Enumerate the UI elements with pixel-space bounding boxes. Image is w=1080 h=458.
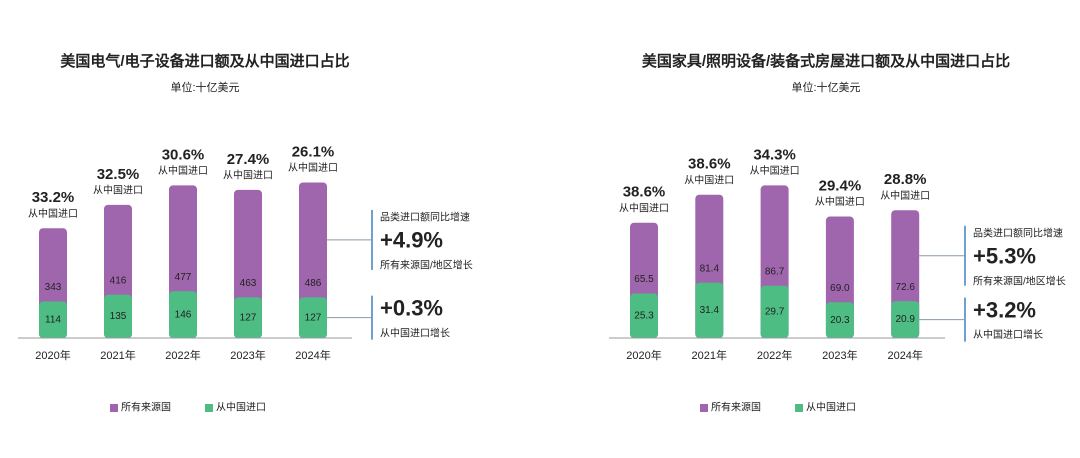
share-label: 33.2% — [32, 189, 75, 206]
legend-swatch — [205, 404, 213, 412]
x-tick-label: 2023年 — [230, 348, 265, 362]
legend-swatch — [795, 404, 803, 412]
share-label: 32.5% — [97, 166, 140, 183]
share-label: 28.8% — [884, 171, 927, 188]
value-label: 72.6 — [895, 282, 915, 293]
x-tick-label: 2022年 — [165, 348, 200, 362]
x-tick-label: 2024年 — [295, 348, 330, 362]
value-label: 69.0 — [830, 283, 850, 294]
share-caption: 从中国进口 — [28, 207, 78, 220]
growth-value: +5.3% — [973, 244, 1036, 269]
bar — [891, 301, 920, 338]
value-label: 463 — [240, 278, 257, 289]
share-label: 29.4% — [819, 178, 862, 195]
share-caption: 从中国进口 — [815, 195, 865, 208]
legend-label: 从中国进口 — [216, 401, 266, 414]
chart-title: 美国电气/电子设备进口额及从中国进口占比 — [60, 52, 349, 70]
value-label: 146 — [175, 309, 192, 320]
value-label: 135 — [110, 311, 127, 322]
share-caption: 从中国进口 — [158, 164, 208, 177]
x-tick-label: 2024年 — [887, 348, 922, 362]
x-tick-label: 2022年 — [757, 348, 792, 362]
value-label: 25.3 — [634, 310, 654, 321]
growth-caption: 从中国进口增长 — [380, 326, 450, 339]
share-label: 38.6% — [688, 156, 731, 173]
share-caption: 从中国进口 — [93, 184, 143, 197]
value-label: 343 — [45, 282, 62, 293]
value-label: 65.5 — [634, 274, 654, 285]
share-caption: 从中国进口 — [750, 164, 800, 177]
value-label: 81.4 — [700, 263, 720, 274]
share-caption: 从中国进口 — [619, 201, 669, 214]
share-caption: 从中国进口 — [223, 168, 273, 181]
value-label: 477 — [175, 272, 192, 283]
bar — [760, 285, 789, 338]
legend-label: 所有来源国 — [711, 401, 761, 414]
x-tick-label: 2020年 — [35, 348, 70, 362]
share-label: 26.1% — [292, 143, 335, 160]
legend-swatch — [700, 404, 708, 412]
bar — [234, 297, 262, 338]
growth-title: 品类进口额同比增速 — [973, 226, 1063, 239]
bar — [825, 302, 854, 338]
bar — [695, 282, 724, 338]
value-label: 127 — [240, 312, 257, 323]
x-tick-label: 2021年 — [100, 348, 135, 362]
growth-value: +3.2% — [973, 297, 1036, 322]
legend-swatch — [110, 404, 118, 412]
legend-label: 所有来源国 — [121, 401, 171, 414]
bar — [104, 294, 132, 338]
share-label: 27.4% — [227, 151, 270, 168]
value-label: 486 — [305, 278, 322, 289]
x-tick-label: 2023年 — [822, 348, 857, 362]
legend-label: 从中国进口 — [806, 401, 856, 414]
growth-caption: 所有来源国/地区增长 — [973, 274, 1066, 287]
value-label: 20.9 — [895, 314, 915, 325]
value-label: 29.7 — [765, 307, 785, 318]
value-label: 86.7 — [765, 266, 785, 277]
bar — [169, 291, 197, 338]
growth-caption: 所有来源国/地区增长 — [380, 259, 473, 272]
share-caption: 从中国进口 — [288, 161, 338, 174]
bar — [630, 293, 658, 338]
share-caption: 从中国进口 — [684, 173, 734, 186]
share-label: 34.3% — [753, 146, 796, 163]
chart-subtitle: 单位:十亿美元 — [170, 80, 239, 94]
bar — [39, 301, 67, 338]
growth-title: 品类进口额同比增速 — [380, 211, 470, 224]
share-label: 38.6% — [623, 184, 666, 201]
chart-subtitle: 单位:十亿美元 — [791, 80, 860, 94]
value-label: 127 — [305, 312, 322, 323]
x-tick-label: 2020年 — [626, 348, 661, 362]
value-label: 114 — [45, 314, 61, 325]
value-label: 31.4 — [700, 305, 720, 316]
growth-value: +0.3% — [380, 295, 443, 320]
bar — [299, 297, 327, 338]
x-tick-label: 2021年 — [692, 348, 727, 362]
share-caption: 从中国进口 — [880, 189, 930, 202]
share-label: 30.6% — [162, 146, 205, 163]
growth-value: +4.9% — [380, 228, 443, 253]
value-label: 20.3 — [830, 315, 850, 326]
chart-title: 美国家具/照明设备/装备式房屋进口额及从中国进口占比 — [642, 52, 1010, 70]
growth-caption: 从中国进口增长 — [973, 328, 1043, 341]
value-label: 416 — [110, 275, 127, 286]
